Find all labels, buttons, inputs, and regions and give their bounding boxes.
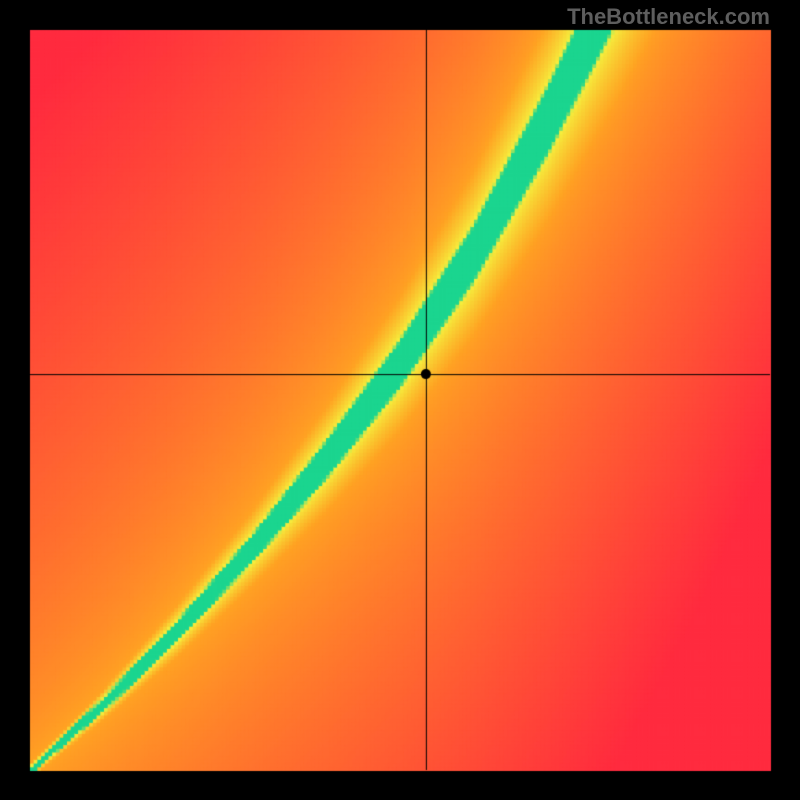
chart-container: TheBottleneck.com [0,0,800,800]
bottleneck-heatmap-canvas [0,0,800,800]
